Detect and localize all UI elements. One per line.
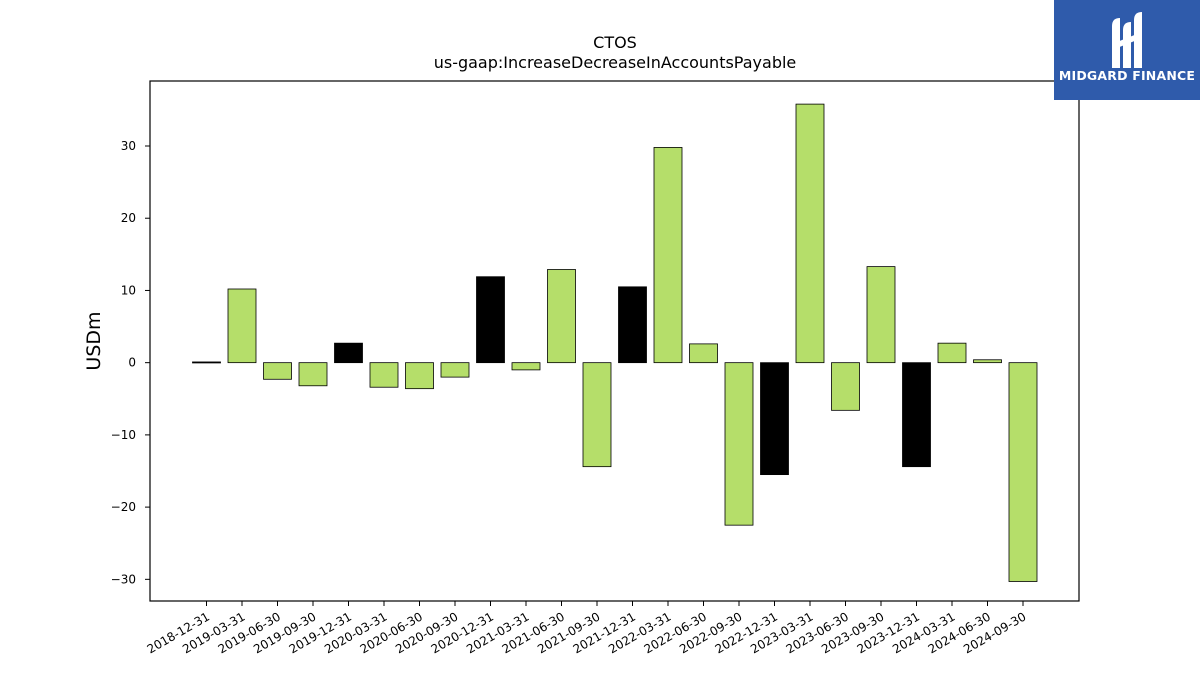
y-axis-label: USDm xyxy=(83,311,105,370)
y-axis: −30 −20 −10 0 10 20 30 xyxy=(111,139,150,586)
y-tick-label: 0 xyxy=(128,356,136,370)
bar-2024-09-30 xyxy=(1008,362,1038,582)
bar-2020-03-31 xyxy=(369,362,399,388)
bar-2022-06-30 xyxy=(689,343,718,364)
y-tick-label: −20 xyxy=(111,500,136,514)
logo-mark-icon xyxy=(1112,12,1142,68)
bar-2021-03-31 xyxy=(511,362,541,371)
y-tick-label: 20 xyxy=(121,211,136,225)
bar-2020-12-31 xyxy=(476,276,505,364)
bar-2024-06-30 xyxy=(973,359,1002,364)
chart-subtitle: us-gaap:IncreaseDecreaseInAccountsPayabl… xyxy=(434,53,797,72)
bar-2023-03-31 xyxy=(795,103,825,364)
bar-2024-03-31 xyxy=(937,342,967,364)
bar-2021-09-30 xyxy=(582,362,612,468)
bar-2021-12-31 xyxy=(618,286,647,364)
bar-2022-03-31 xyxy=(653,147,683,364)
x-axis: 2018-12-312019-03-312019-06-302019-09-30… xyxy=(145,601,1029,656)
bar-2023-09-30 xyxy=(866,266,896,364)
bar-2023-12-31 xyxy=(902,362,931,468)
bar-2019-06-30 xyxy=(263,362,292,380)
bar-2020-06-30 xyxy=(405,362,434,390)
bar-2022-09-30 xyxy=(724,362,754,526)
plot-frame xyxy=(149,80,1080,602)
bar-2019-03-31 xyxy=(227,288,257,364)
bar-2018-12-31 xyxy=(192,361,221,364)
logo-text: MIDGARD FINANCE xyxy=(1058,68,1196,83)
y-tick-label: −30 xyxy=(111,572,136,586)
logo: MIDGARD FINANCE xyxy=(1054,0,1200,100)
bar-2022-12-31 xyxy=(760,362,789,476)
bars-group xyxy=(192,103,1038,582)
y-tick-label: 10 xyxy=(121,283,136,297)
bar-2020-09-30 xyxy=(440,362,470,378)
bar-2019-09-30 xyxy=(298,362,328,387)
bar-2019-12-31 xyxy=(334,342,363,364)
bar-2023-06-30 xyxy=(831,362,860,411)
y-tick-label: −10 xyxy=(111,428,136,442)
bar-2021-06-30 xyxy=(547,269,576,364)
y-tick-label: 30 xyxy=(121,139,136,153)
chart-title: CTOS xyxy=(593,33,637,52)
